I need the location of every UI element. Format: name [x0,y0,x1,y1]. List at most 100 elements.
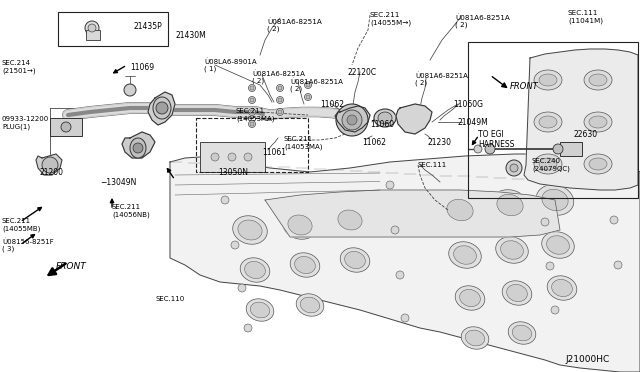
Circle shape [305,93,312,100]
Bar [50,118,82,136]
Polygon shape [148,92,175,125]
Ellipse shape [492,190,529,220]
Circle shape [231,241,239,249]
Bar [86,30,100,40]
Ellipse shape [460,289,481,307]
Ellipse shape [246,299,274,321]
Text: 11069: 11069 [130,63,154,72]
Ellipse shape [449,242,481,268]
Circle shape [336,104,368,136]
Text: SEC.214
(21501→): SEC.214 (21501→) [2,60,36,74]
Ellipse shape [589,74,607,86]
Ellipse shape [589,116,607,128]
Ellipse shape [333,206,367,234]
Ellipse shape [496,237,528,263]
Circle shape [276,109,284,115]
Circle shape [250,110,254,114]
Ellipse shape [539,74,557,86]
Ellipse shape [497,194,523,216]
Ellipse shape [539,116,557,128]
Ellipse shape [283,211,317,239]
Circle shape [85,21,99,35]
Text: 21200: 21200 [40,168,64,177]
Text: Ù081A6-8251A
( 2): Ù081A6-8251A ( 2) [455,14,510,28]
Circle shape [347,115,357,125]
Text: 11060G: 11060G [453,100,483,109]
Text: SEC.211
(14053MA): SEC.211 (14053MA) [236,108,275,122]
Circle shape [474,145,482,153]
Circle shape [306,83,310,87]
Text: SEC.211
(14055M→): SEC.211 (14055M→) [370,12,411,26]
Ellipse shape [244,262,266,279]
Circle shape [276,84,284,92]
Text: 13050N: 13050N [218,168,248,177]
Text: 21430M: 21430M [176,31,207,40]
Ellipse shape [340,248,370,272]
Circle shape [506,160,522,176]
Text: FRONT: FRONT [510,82,539,91]
Ellipse shape [378,112,392,124]
Ellipse shape [500,241,524,259]
Text: 11060: 11060 [370,120,394,129]
Ellipse shape [536,185,573,215]
Polygon shape [36,154,62,175]
Ellipse shape [233,216,268,244]
Circle shape [614,261,622,269]
Ellipse shape [539,158,557,170]
Circle shape [551,306,559,314]
Ellipse shape [541,232,574,258]
Polygon shape [122,132,155,158]
Circle shape [248,109,255,115]
Ellipse shape [296,294,324,316]
Circle shape [278,98,282,102]
Circle shape [386,181,394,189]
Text: −13049N: −13049N [100,178,136,187]
Ellipse shape [461,327,489,349]
Ellipse shape [584,112,612,132]
Text: Ù081A6-8251A
( 2): Ù081A6-8251A ( 2) [290,78,343,92]
Circle shape [248,84,255,92]
Circle shape [156,102,168,114]
Text: SEC.240
(24079QC): SEC.240 (24079QC) [532,158,570,171]
Circle shape [536,174,544,182]
Circle shape [248,121,255,128]
Circle shape [306,95,310,99]
Ellipse shape [338,210,362,230]
Circle shape [485,144,495,154]
Ellipse shape [447,199,473,221]
Circle shape [250,122,254,126]
Bar [200,142,265,172]
Ellipse shape [502,281,532,305]
Text: 11062: 11062 [362,138,386,147]
Ellipse shape [454,246,476,264]
Polygon shape [170,154,640,372]
Ellipse shape [589,158,607,170]
Circle shape [278,110,282,114]
Circle shape [133,143,143,153]
Circle shape [244,153,252,161]
Ellipse shape [542,189,568,211]
Ellipse shape [508,322,536,344]
Text: 11061: 11061 [262,148,286,157]
Circle shape [248,96,255,103]
Text: SEC.110: SEC.110 [156,296,185,302]
Circle shape [305,81,312,89]
Ellipse shape [294,256,316,273]
Circle shape [221,196,229,204]
Circle shape [61,122,71,132]
Circle shape [553,144,563,154]
Text: 22120C: 22120C [348,68,377,77]
Circle shape [510,164,518,172]
Text: TO EGI
HARNESS: TO EGI HARNESS [478,130,515,150]
Circle shape [606,171,614,179]
Ellipse shape [507,285,527,302]
Polygon shape [335,106,370,132]
Text: SEC.211
(14055MB): SEC.211 (14055MB) [2,218,40,231]
Ellipse shape [584,154,612,174]
Text: SEC.111: SEC.111 [418,162,447,168]
Bar [560,142,582,156]
Ellipse shape [584,70,612,90]
Circle shape [244,324,252,332]
Ellipse shape [290,253,320,277]
Ellipse shape [300,297,319,313]
